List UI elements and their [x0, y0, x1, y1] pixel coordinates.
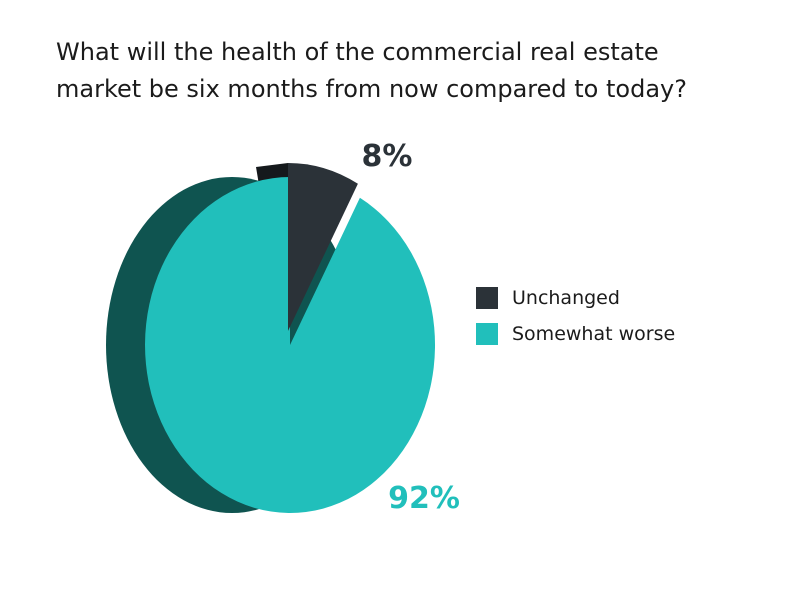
- chart-title-line-1: What will the health of the commercial r…: [56, 38, 659, 66]
- legend: Unchanged Somewhat worse: [476, 280, 675, 352]
- legend-label-unchanged: Unchanged: [512, 287, 620, 309]
- pct-label-unchanged: 8%: [362, 139, 413, 174]
- chart-title: What will the health of the commercial r…: [56, 34, 776, 108]
- chart-title-line-2: market be six months from now compared t…: [56, 75, 687, 103]
- legend-swatch-unchanged: [476, 287, 498, 309]
- legend-label-worse: Somewhat worse: [512, 323, 676, 345]
- pct-label-worse: 92%: [388, 481, 460, 516]
- pie-slice-unchanged: [288, 163, 358, 331]
- legend-item-worse: Somewhat worse: [476, 316, 675, 352]
- pie-slice-worse: [145, 177, 436, 513]
- legend-swatch-worse: [476, 323, 498, 345]
- legend-item-unchanged: Unchanged: [476, 280, 675, 316]
